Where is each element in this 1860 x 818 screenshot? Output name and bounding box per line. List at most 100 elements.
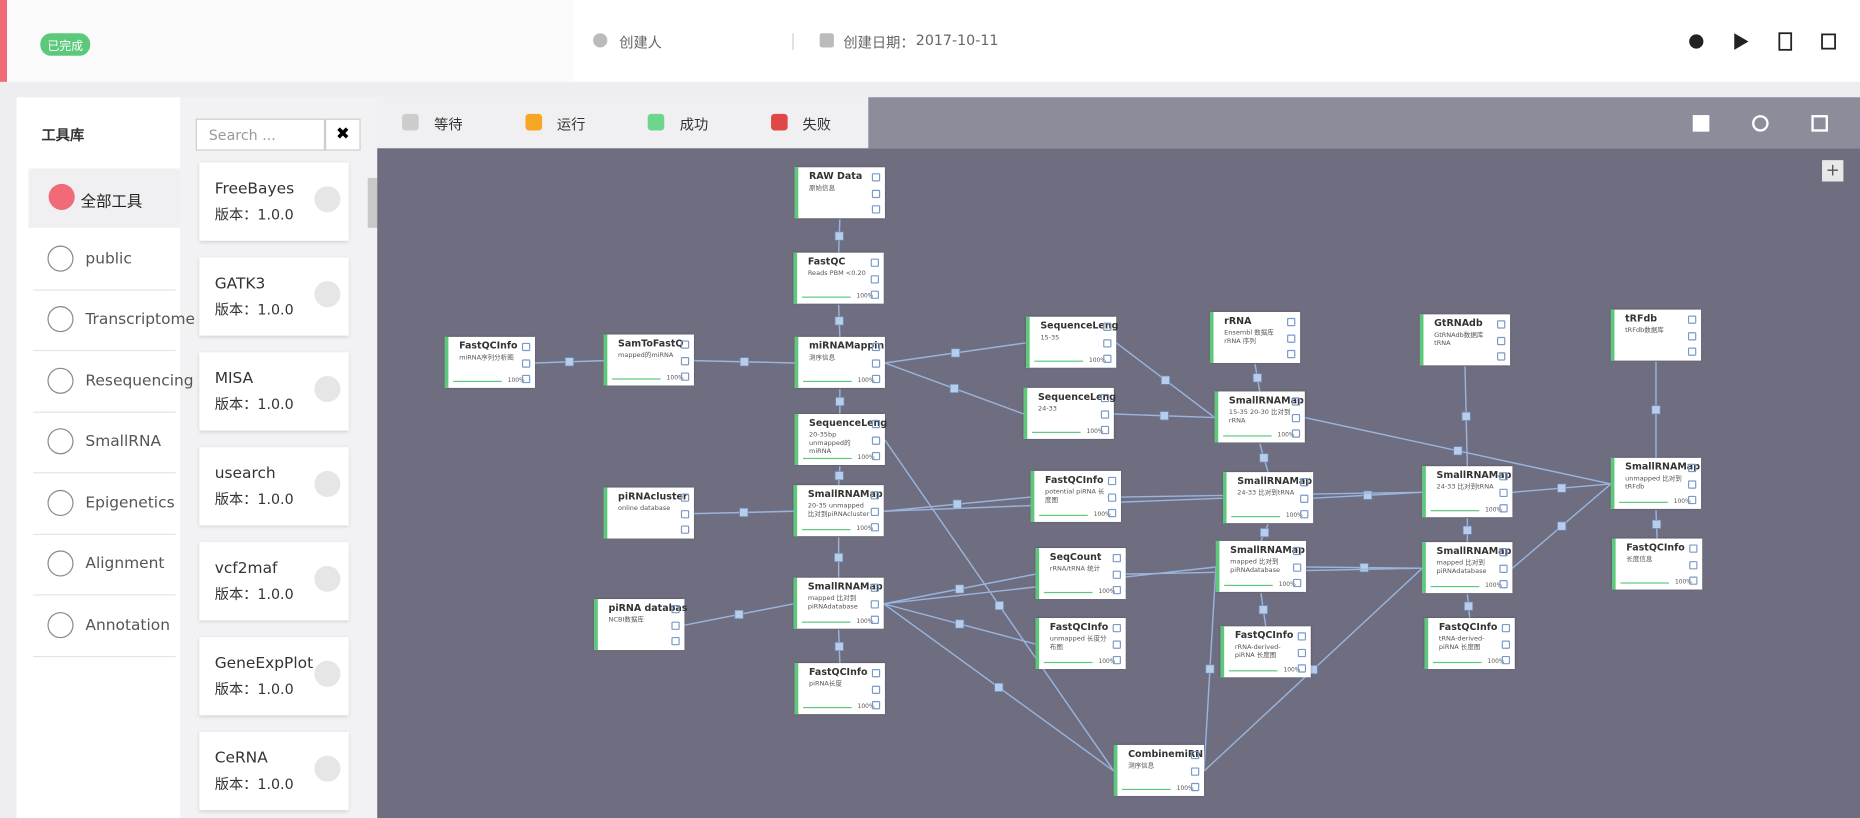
node-action[interactable]: [1292, 546, 1302, 556]
node-action[interactable]: [1112, 640, 1121, 649]
node-action[interactable]: [1497, 352, 1506, 361]
tool-category[interactable]: SmallRNA: [33, 413, 176, 474]
node-action[interactable]: [871, 359, 881, 368]
node-action[interactable]: [1112, 570, 1121, 579]
node-action[interactable]: [1687, 315, 1697, 324]
workflow-node[interactable]: SmallRNAMap 20-35 unmapped 比对到piRNAcluste…: [793, 485, 884, 537]
tool-card[interactable]: vcf2maf 版本：1.0.0: [199, 542, 349, 621]
node-action[interactable]: [1497, 336, 1506, 346]
workflow-node[interactable]: FastQCInfo piRNA长度 100%: [794, 663, 885, 715]
node-action[interactable]: [680, 340, 690, 349]
select-button[interactable]: [1692, 115, 1710, 132]
node-action[interactable]: [1501, 640, 1511, 649]
node-action[interactable]: [680, 493, 690, 502]
node-action[interactable]: [1103, 322, 1112, 331]
workflow-node[interactable]: SequenceLeng 20-35bp unmapped的miRNA 100%: [794, 413, 887, 465]
workflow-node[interactable]: SmallRNAMap 24-33 比对到tRNA 100%: [1422, 466, 1513, 518]
tool-category[interactable]: 全部工具: [28, 168, 181, 228]
node-action[interactable]: [1687, 495, 1697, 505]
workflow-node[interactable]: CombinemiRN 测序信息 100%: [1113, 744, 1205, 796]
node-action[interactable]: [871, 669, 881, 678]
node-action[interactable]: [1499, 504, 1508, 513]
workflow-node[interactable]: SmallRNAMap mapped 比对到 piRNAdatabase 100%: [793, 577, 884, 629]
node-action[interactable]: [521, 342, 531, 352]
workflow-node[interactable]: rRNA Ensembl 数据库rRNA 序列: [1209, 311, 1301, 363]
node-action[interactable]: [871, 436, 881, 445]
node-action[interactable]: [1687, 480, 1697, 489]
node-action[interactable]: [870, 523, 879, 532]
node-action[interactable]: [871, 173, 881, 182]
node-action[interactable]: [1300, 494, 1309, 503]
node-action[interactable]: [1100, 425, 1110, 435]
node-action[interactable]: [871, 205, 881, 214]
settings-button[interactable]: [1689, 34, 1704, 49]
node-action[interactable]: [871, 189, 881, 199]
node-action[interactable]: [1499, 488, 1508, 498]
node-action[interactable]: [1499, 472, 1508, 481]
view-button[interactable]: [314, 376, 341, 403]
zoom-button[interactable]: +: [1822, 160, 1844, 182]
tool-category[interactable]: public: [33, 230, 176, 291]
tool-category[interactable]: Alignment: [33, 535, 176, 596]
view-button[interactable]: [314, 186, 341, 213]
node-action[interactable]: [1112, 655, 1121, 665]
tool-card[interactable]: GATK3 版本：1.0.0: [199, 257, 349, 336]
node-action[interactable]: [680, 357, 690, 366]
node-action[interactable]: [1291, 397, 1301, 406]
node-action[interactable]: [521, 374, 531, 384]
node-action[interactable]: [1291, 413, 1301, 423]
node-action[interactable]: [1501, 623, 1511, 633]
workflow-node[interactable]: SmallRNAMap mapped 比对到 piRNAdatabase 100%: [1215, 540, 1307, 592]
node-action[interactable]: [680, 510, 690, 519]
workflow-node[interactable]: piRNAcluster online database: [603, 487, 694, 539]
node-action[interactable]: [1287, 349, 1296, 359]
node-action[interactable]: [1112, 623, 1121, 633]
node-action[interactable]: [870, 583, 879, 592]
node-action[interactable]: [1100, 410, 1110, 419]
node-action[interactable]: [1300, 478, 1309, 487]
node-action[interactable]: [1287, 334, 1296, 343]
workflow-node[interactable]: FastQCInfo miRNA序列分析图 100%: [444, 336, 535, 388]
node-action[interactable]: [1292, 578, 1302, 588]
node-action[interactable]: [671, 637, 680, 646]
workflow-node[interactable]: SeqCount rRNA/tRNA 统计 100%: [1035, 548, 1126, 600]
node-action[interactable]: [1687, 347, 1697, 356]
workflow-node[interactable]: FastQCInfo potential piRNA 长度图 100%: [1030, 470, 1121, 522]
node-action[interactable]: [1300, 510, 1309, 519]
node-action[interactable]: [871, 419, 881, 429]
workflow-node[interactable]: piRNA databas NCBI数据库: [594, 599, 687, 651]
node-action[interactable]: [1292, 563, 1302, 572]
view-button[interactable]: [314, 470, 341, 498]
edit-button[interactable]: [1821, 33, 1836, 50]
node-action[interactable]: [1501, 655, 1511, 665]
view-button[interactable]: [314, 281, 341, 308]
tool-card[interactable]: FreeBayes 版本：1.0.0: [199, 162, 349, 241]
workflow-node[interactable]: FastQCInfo unmapped 长度分布图 100%: [1035, 618, 1126, 670]
node-action[interactable]: [1689, 544, 1698, 553]
tool-category[interactable]: Transcriptome: [33, 291, 195, 352]
tool-card[interactable]: usearch 版本：1.0.0: [199, 447, 349, 526]
node-action[interactable]: [1190, 767, 1200, 776]
node-action[interactable]: [1291, 429, 1301, 438]
node-action[interactable]: [871, 701, 881, 710]
workflow-node[interactable]: miRNAMappin 测序信息 100%: [794, 336, 885, 388]
copy-button[interactable]: [1811, 115, 1828, 132]
workflow-node[interactable]: FastQCInfo 长度信息 100%: [1612, 538, 1703, 590]
node-action[interactable]: [1287, 317, 1296, 327]
workflow-node[interactable]: SmallRNAMap unmapped 比对到 tRFdb 100%: [1610, 457, 1702, 509]
workflow-node[interactable]: SmallRNAMap mapped 比对到 piRNAdatabase 100%: [1422, 542, 1513, 594]
reset-button[interactable]: [1752, 115, 1769, 132]
node-action[interactable]: [1689, 561, 1698, 570]
view-button[interactable]: [314, 565, 341, 592]
workflow-node[interactable]: GtRNAdb GtRNAdb数据库 tRNA: [1419, 314, 1511, 366]
workflow-node[interactable]: tRFdb tRFdb数据库: [1610, 309, 1702, 361]
view-button[interactable]: [314, 755, 341, 782]
workflow-node[interactable]: SmallRNAMap 15-35 20-30 比对到 rRNA 100%: [1214, 391, 1305, 443]
workflow-node[interactable]: RAW Data 原始信息: [794, 167, 885, 219]
node-action[interactable]: [1499, 580, 1508, 589]
node-action[interactable]: [1112, 585, 1121, 595]
node-action[interactable]: [1297, 664, 1307, 673]
node-action[interactable]: [870, 258, 879, 267]
workflow-node[interactable]: FastQCInfo rRNA-derived-piRNA 长度图 100%: [1220, 626, 1311, 678]
node-action[interactable]: [1687, 332, 1697, 341]
